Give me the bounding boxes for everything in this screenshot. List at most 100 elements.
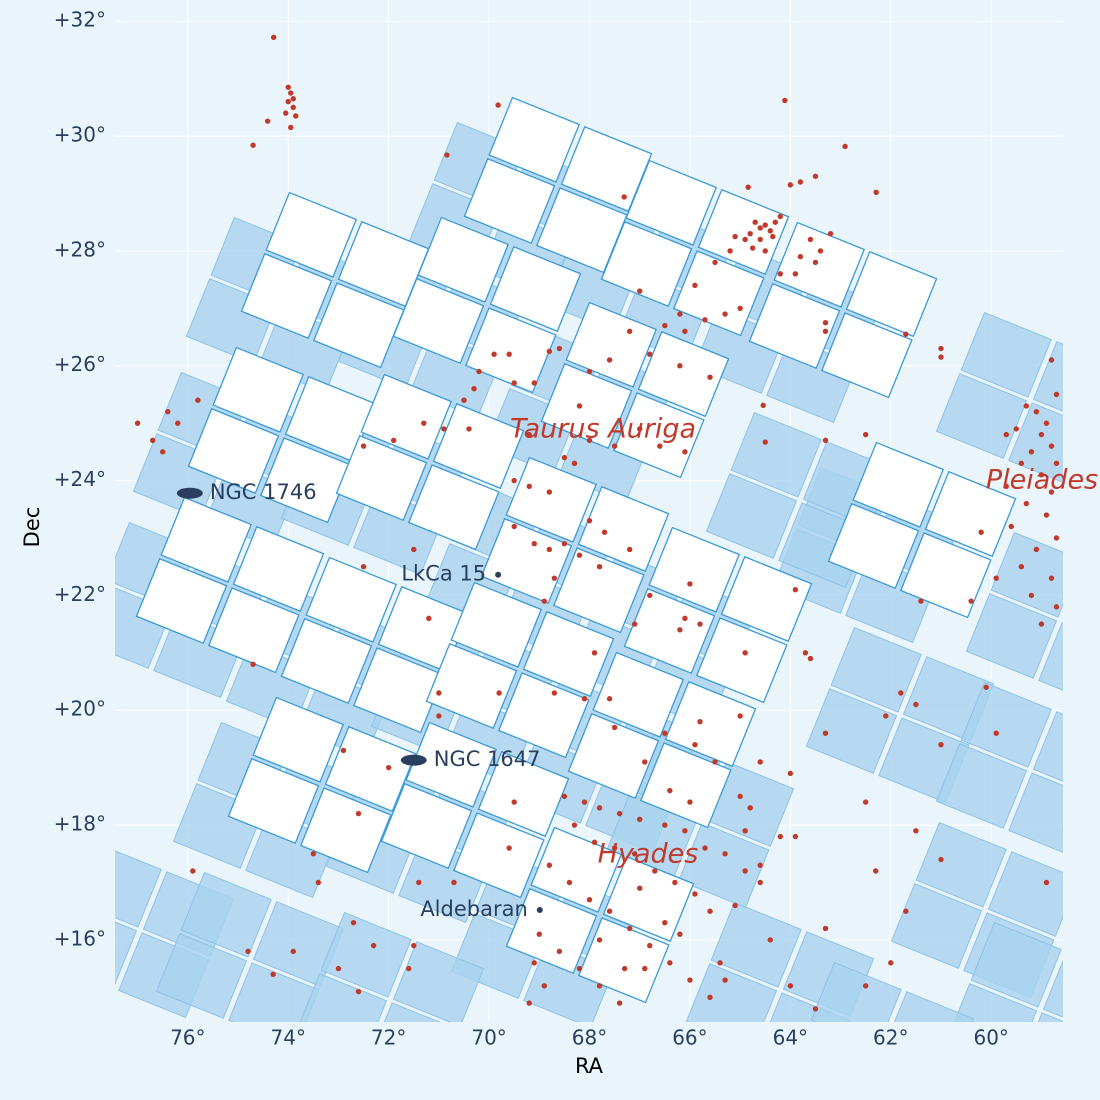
module <box>602 855 695 943</box>
star-point <box>797 253 804 260</box>
star-point <box>526 483 532 490</box>
module-shadow <box>1038 622 1063 691</box>
star-point <box>1048 575 1055 581</box>
star-point <box>712 259 718 266</box>
star-point <box>702 317 708 323</box>
star-point <box>290 948 296 955</box>
star-point <box>551 575 558 581</box>
star-point <box>586 518 593 524</box>
star-point <box>777 271 784 277</box>
star-point <box>1018 563 1025 570</box>
star-point <box>842 143 848 150</box>
star-point <box>1033 408 1040 415</box>
module <box>672 250 765 337</box>
module <box>392 277 485 365</box>
star-point <box>606 357 613 363</box>
star-point <box>792 833 799 840</box>
star-point <box>662 730 668 736</box>
star-point <box>667 960 673 966</box>
module-shadow <box>965 593 1058 679</box>
module-shadow <box>890 883 983 969</box>
module <box>852 441 945 528</box>
star-point <box>797 179 804 185</box>
module-shadow <box>155 933 248 1019</box>
module-shadow <box>180 871 272 958</box>
module-shadow <box>990 531 1063 618</box>
star-point <box>662 322 668 329</box>
star-point <box>677 931 683 937</box>
module <box>259 437 352 524</box>
star-point <box>727 248 733 254</box>
module <box>480 517 573 605</box>
star-point <box>777 213 784 220</box>
star-point <box>621 194 627 200</box>
module <box>924 470 1017 558</box>
footprints <box>115 96 1063 1022</box>
star-point <box>626 328 633 334</box>
module-shadow <box>935 373 1028 459</box>
star-point <box>586 368 593 375</box>
module <box>360 373 453 460</box>
star-point <box>662 822 668 828</box>
module-shadow <box>987 851 1063 937</box>
star-point <box>817 248 824 254</box>
module-shadow <box>383 1002 441 1022</box>
star-point <box>596 805 603 811</box>
module <box>845 250 938 338</box>
star-point <box>807 655 814 662</box>
star-point <box>903 908 909 914</box>
star-point <box>687 977 693 983</box>
star-point <box>762 248 768 254</box>
x-tick-label: 64° <box>773 1026 808 1050</box>
star-point <box>385 764 392 771</box>
star-point <box>822 328 829 334</box>
star-point <box>270 971 276 978</box>
star-point <box>682 328 688 334</box>
module <box>477 750 570 838</box>
star-point <box>506 351 512 357</box>
y-tick-label: +20° <box>54 697 106 721</box>
star-point <box>757 225 763 231</box>
star-point <box>827 230 834 237</box>
star-point <box>444 152 450 158</box>
star-point <box>722 977 728 983</box>
star-point <box>657 443 663 449</box>
y-tick-label: +32° <box>54 8 106 32</box>
module <box>648 526 741 613</box>
module-shadow <box>915 821 1007 908</box>
star-point <box>426 615 432 622</box>
module <box>335 434 428 522</box>
star-point <box>1023 403 1030 409</box>
star-point <box>531 541 537 547</box>
star-point <box>752 219 758 225</box>
star-point <box>411 942 417 949</box>
star-point <box>822 319 829 326</box>
x-tick-label: 60° <box>973 1026 1008 1050</box>
module <box>240 252 333 340</box>
star-point <box>165 408 171 415</box>
star-point <box>1028 592 1035 599</box>
star-point <box>812 173 819 179</box>
star-point <box>626 925 633 932</box>
star-point <box>1048 357 1055 363</box>
star-point <box>406 965 412 972</box>
module-shadow <box>705 473 798 559</box>
star-point <box>760 402 766 409</box>
star-point <box>687 581 693 587</box>
module-shadow <box>935 743 1028 829</box>
module <box>827 502 920 590</box>
module <box>232 525 325 613</box>
y-tick-label: +22° <box>54 582 106 606</box>
star-point <box>288 124 294 131</box>
module-shadow <box>710 901 802 988</box>
star-point <box>496 690 502 696</box>
module <box>625 159 718 246</box>
star-point <box>1028 449 1035 455</box>
star-point <box>293 113 299 119</box>
star-point <box>792 271 799 277</box>
star-point <box>561 454 568 461</box>
star-point <box>873 868 879 874</box>
star-point <box>631 621 638 627</box>
star-point <box>591 650 598 656</box>
star-point <box>737 713 743 719</box>
